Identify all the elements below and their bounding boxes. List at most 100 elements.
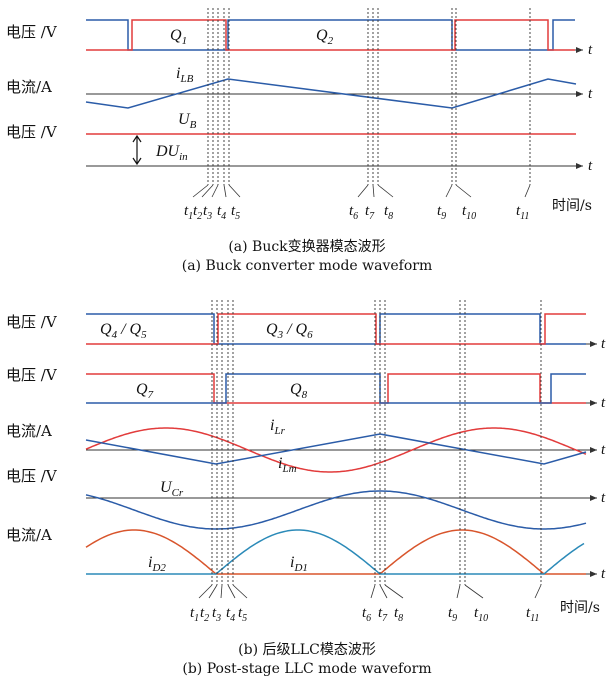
panel-a-row2-label: 电流/A	[6, 78, 52, 96]
panel-b-t9-leader	[456, 584, 461, 599]
panel-a-axis-2-t: t	[588, 86, 593, 102]
panel-a-t2-label: t2	[193, 203, 202, 222]
panel-a-time-markers: t1 t2 t3 t4 t5 t6 t7 t8 t9 t10 t11	[184, 8, 531, 222]
panel-b-t7-leader	[379, 584, 388, 599]
panel-a-caption-zh: (a) Buck变换器模态波形	[228, 238, 385, 255]
panel-b-q45-label: Q4 / Q5	[100, 321, 147, 341]
panel-b-caption-zh: (b) 后级LLC模态波形	[238, 642, 376, 658]
panel-b-t7-label: t7	[378, 605, 388, 624]
panel-a: 电压 /V 电流/A 电压 /V t t t Q1 Q2 iLB UB DUin…	[6, 8, 593, 274]
panel-b-axis-2-t: t	[601, 395, 606, 411]
panel-a-t2-leader	[201, 184, 214, 198]
panel-a-delta-arrow-down	[132, 157, 142, 166]
panel-a-q1-label: Q1	[170, 27, 187, 47]
panel-b-row4-label: 电压 /V	[6, 467, 58, 485]
panel-b-q7-waveform	[86, 373, 586, 404]
panel-a-t11-leader	[524, 184, 531, 198]
panel-b-time-markers: t1 t2 t3 t4 t5 t6 t7 t8 t9 t10 t11	[190, 300, 542, 624]
panel-b-id1-waveform	[86, 529, 585, 575]
panel-b-q36-label: Q3 / Q6	[266, 321, 313, 341]
panel-b-t11-leader	[534, 584, 542, 599]
panel-b-ucr-waveform	[85, 490, 587, 530]
panel-a-t9-label: t9	[437, 203, 446, 222]
panel-b-ucr-label: UCr	[160, 479, 184, 499]
panel-b-q45-waveform	[86, 313, 586, 345]
panel-b-row5-label: 电流/A	[6, 526, 52, 544]
panel-a-ilb-waveform	[85, 78, 577, 109]
panel-a-t4-label: t4	[217, 203, 226, 222]
panel-b-t1-leader	[198, 584, 213, 599]
panel-b-q36-waveform	[86, 313, 586, 345]
panel-b-row1-label: 电压 /V	[6, 313, 58, 331]
panel-b-time-label: 时间/s	[560, 600, 600, 616]
panel-a-t6-label: t6	[349, 203, 358, 222]
panel-a-row3-label: 电压 /V	[6, 123, 58, 141]
panel-b-t8-label: t8	[394, 605, 403, 624]
panel-b-caption-en: (b) Post-stage LLC mode waveform	[182, 661, 431, 677]
panel-b-t10-leader	[464, 584, 484, 599]
panel-b-axis-5-t: t	[601, 566, 606, 582]
panel-a-t7-label: t7	[365, 203, 375, 222]
panel-b-t4-leader	[227, 584, 236, 599]
panel-b-t2-label: t2	[200, 605, 209, 624]
panel-b-t3-label: t3	[212, 605, 221, 624]
panel-b-axis-4-t: t	[601, 490, 606, 506]
panel-b-q8-label: Q8	[290, 381, 308, 401]
panel-b-q8-waveform	[86, 373, 586, 404]
panel-a-t8-leader	[377, 184, 394, 198]
panel-a-t5-label: t5	[231, 203, 240, 222]
panel-a-time-label: 时间/s	[552, 198, 592, 214]
panel-b-ilm-label: iLm	[278, 455, 297, 475]
panel-a-t7-leader	[372, 184, 375, 198]
panel-b-axis-1-t: t	[601, 336, 606, 352]
panel-a-t11-label: t11	[516, 203, 529, 222]
panel-a-ilb-label: iLB	[176, 65, 194, 85]
panel-b-t3-leader	[220, 584, 223, 599]
panel-a-t6-leader	[357, 184, 369, 198]
panel-a-caption-en: (a) Buck converter mode waveform	[182, 258, 433, 274]
panel-a-t3-label: t3	[203, 203, 212, 222]
panel-b-t10-label: t10	[474, 605, 488, 624]
panel-a-t10-leader	[455, 184, 472, 198]
panel-a-delta-arrow-up	[132, 134, 142, 143]
panel-b-t1-label: t1	[190, 605, 199, 624]
panel-b-t6-label: t6	[362, 605, 371, 624]
panel-a-t3-leader	[211, 184, 219, 198]
panel-a-t1-label: t1	[184, 203, 193, 222]
panel-a-axis-1-t: t	[588, 42, 593, 58]
panel-a-t1-leader	[192, 184, 209, 198]
panel-a-duin-label: DUin	[155, 143, 188, 163]
panel-b-t2-leader	[208, 584, 218, 599]
panel-b-ilm-waveform	[85, 433, 587, 465]
panel-a-t4-leader	[223, 184, 227, 198]
panel-a-q1-waveform	[86, 19, 575, 51]
panel-a-axis-3-t: t	[588, 158, 593, 174]
panel-a-t5-leader	[228, 184, 241, 198]
panel-b-id1-label: iD1	[290, 554, 308, 574]
panel-b-t6-leader	[370, 584, 376, 599]
panel-b-ilr-waveform	[85, 427, 587, 473]
panel-a-q2-waveform	[86, 19, 575, 51]
panel-b-id2-waveform	[85, 529, 586, 575]
panel-a-t9-leader	[445, 184, 453, 198]
panel-a-ub-label: UB	[178, 111, 197, 131]
panel-b-t9-label: t9	[448, 605, 457, 624]
panel-b-t11-label: t11	[526, 605, 539, 624]
panel-b-t5-label: t5	[238, 605, 247, 624]
panel-a-q2-label: Q2	[316, 27, 334, 47]
panel-b-row3-label: 电流/A	[6, 422, 52, 440]
panel-b: 电压 /V 电压 /V 电流/A 电压 /V 电流/A t t t t t Q4…	[6, 300, 606, 677]
panel-b-q7-label: Q7	[136, 381, 154, 401]
panel-a-row1-label: 电压 /V	[6, 23, 58, 41]
panel-b-id2-label: iD2	[148, 554, 166, 574]
panel-b-t5-leader	[232, 584, 248, 599]
panel-a-t8-label: t8	[384, 203, 393, 222]
panel-b-axis-3-t: t	[601, 442, 606, 458]
panel-b-t8-leader	[384, 584, 404, 599]
panel-b-t4-label: t4	[226, 605, 235, 624]
panel-b-ilr-label: iLr	[270, 417, 286, 437]
panel-b-row2-label: 电压 /V	[6, 366, 58, 384]
panel-a-t10-label: t10	[462, 203, 476, 222]
